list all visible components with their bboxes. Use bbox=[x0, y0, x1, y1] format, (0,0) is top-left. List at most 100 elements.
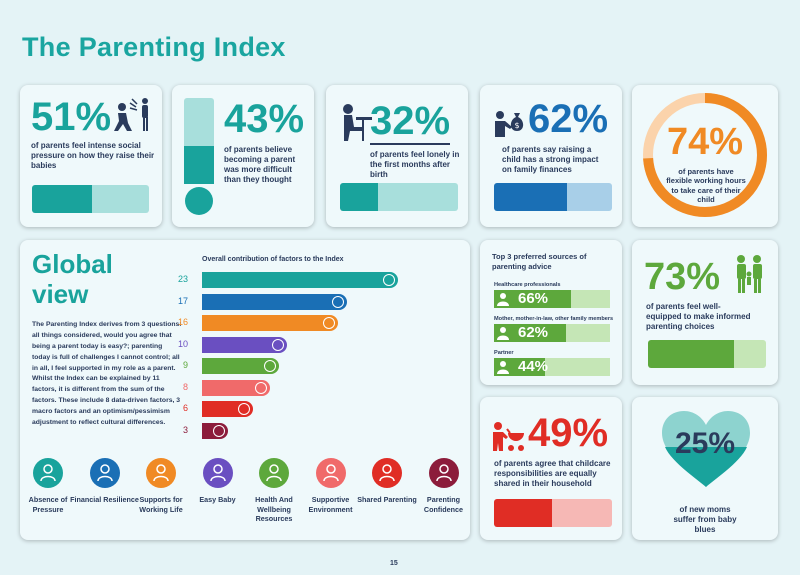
stat-card-32: 32% of parents feel lonely in the first … bbox=[326, 85, 468, 227]
global-view-card: Global view The Parenting Index derives … bbox=[20, 240, 470, 540]
family-icon bbox=[737, 255, 762, 293]
stat-value: 25% bbox=[674, 427, 736, 460]
stat-card-43: 43% of parents believe becoming a parent… bbox=[172, 85, 314, 227]
stat-card-73: 73% of parents feel well-equipped to mak… bbox=[632, 240, 778, 385]
lonely-person-icon bbox=[343, 104, 372, 141]
sources-card: Top 3 preferred sources of parenting adv… bbox=[480, 240, 622, 385]
stat-value: 62% bbox=[528, 97, 609, 141]
community-icon bbox=[315, 458, 346, 488]
progress-bar bbox=[648, 340, 766, 368]
factor-label: Supports for Working Life bbox=[139, 495, 183, 514]
bar-icon bbox=[383, 274, 395, 286]
hand-heart-icon bbox=[259, 458, 289, 488]
donut-gauge bbox=[643, 93, 767, 217]
factor-label: Absence of Pressure bbox=[28, 495, 68, 514]
stat-text: of new moms suffer from baby blues bbox=[673, 505, 737, 534]
stat-text: of parents feel well-equipped to make in… bbox=[646, 302, 751, 331]
bar-icon bbox=[255, 381, 268, 394]
family-icon bbox=[146, 458, 176, 488]
bar-supports-for-working-life bbox=[202, 315, 339, 331]
source-value: 44% bbox=[518, 358, 549, 375]
bar-supportive-environment bbox=[202, 379, 271, 396]
factor-label: Financial Resilience bbox=[70, 495, 139, 504]
person-icon bbox=[33, 458, 63, 488]
source-bar-track: 44% bbox=[494, 358, 610, 376]
stat-value: 74% bbox=[666, 121, 744, 163]
bar-icon bbox=[212, 424, 225, 437]
factor-label: Easy Baby bbox=[199, 495, 236, 504]
baby-icon bbox=[202, 458, 233, 488]
stat-card-49: 49% of parents agree that childcare resp… bbox=[480, 397, 622, 540]
contribution-bar-chart: 23 17 16 10 9 8 6 3 bbox=[20, 240, 470, 460]
bar-icon bbox=[238, 403, 251, 415]
page-number: 15 bbox=[390, 560, 398, 567]
bar-value-label: 10 bbox=[177, 338, 188, 349]
stat-text: of parents feel intense social pressure … bbox=[31, 141, 155, 170]
handshake-icon bbox=[89, 458, 120, 488]
source-value: 62% bbox=[518, 324, 549, 341]
person-icon bbox=[496, 326, 510, 345]
global-heading-line1: Global bbox=[32, 249, 113, 279]
stat-text: of parents agree that childcare responsi… bbox=[494, 459, 611, 488]
bar-icon bbox=[263, 360, 276, 372]
exclamation-bar-icon bbox=[184, 98, 214, 215]
person-icon bbox=[496, 360, 510, 379]
factor-label: Health And Wellbeing Resources bbox=[255, 495, 293, 524]
stat-value: 73% bbox=[644, 256, 721, 298]
parents-icon bbox=[372, 458, 402, 488]
global-heading: Global view bbox=[32, 249, 113, 310]
money-bag-person-icon: $ bbox=[495, 111, 524, 137]
source-label: Healthcare professionals bbox=[494, 282, 561, 288]
stat-value: 49% bbox=[528, 411, 609, 455]
stat-text: of parents feel lonely in the first mont… bbox=[370, 150, 460, 179]
bar-value-label: 23 bbox=[177, 274, 188, 284]
confident-person-icon bbox=[428, 458, 459, 488]
bar-easy-baby bbox=[202, 336, 288, 353]
chart-title: Overall contribution of factors to the I… bbox=[202, 256, 344, 263]
sources-title: Top 3 preferred sources of parenting adv… bbox=[492, 252, 587, 271]
bar-value-label: 6 bbox=[182, 403, 188, 413]
bar-icon bbox=[331, 295, 344, 308]
bar-value-label: 16 bbox=[177, 317, 188, 327]
progress-bar bbox=[494, 499, 612, 527]
source-value: 66% bbox=[518, 290, 549, 307]
stat-card-51: 51% of parents feel intense social press… bbox=[20, 85, 162, 227]
stat-card-74: 74% of parents have flexible working hou… bbox=[632, 85, 778, 227]
stat-text: of parents say raising a child has a str… bbox=[502, 145, 599, 174]
source-bar-fill bbox=[494, 290, 571, 308]
stat-card-62: $ 62% of parents say raising a child has… bbox=[480, 85, 622, 227]
bar-value-label: 9 bbox=[182, 360, 188, 370]
person-icon bbox=[496, 292, 510, 311]
factor-label: Parenting Confidence bbox=[423, 495, 464, 514]
factor-label: Supportive Environment bbox=[308, 495, 353, 514]
source-label: Mother, mother-in-law, other family memb… bbox=[494, 316, 614, 322]
heart-icon bbox=[662, 411, 750, 487]
pressure-person-icon bbox=[114, 98, 148, 131]
progress-bar bbox=[340, 183, 458, 211]
global-heading-line2: view bbox=[32, 278, 89, 309]
bar-icon bbox=[323, 317, 336, 329]
stat-value: 32% bbox=[370, 99, 451, 143]
stat-value: 51% bbox=[31, 95, 112, 139]
progress-bar bbox=[494, 183, 612, 211]
bar-icon bbox=[272, 338, 285, 351]
global-description: The Parenting Index derives from 3 quest… bbox=[32, 321, 182, 426]
source-label: Partner bbox=[494, 350, 514, 356]
stat-value: 43% bbox=[224, 97, 305, 141]
parent-stroller-icon bbox=[493, 422, 524, 451]
stat-text: of parents believe becoming a parent was… bbox=[224, 145, 296, 184]
bar-absence-of-pressure bbox=[202, 272, 398, 288]
source-bar-track: 62% bbox=[494, 324, 610, 342]
bar-value-label: 8 bbox=[182, 381, 188, 392]
factor-label: Shared Parenting bbox=[357, 495, 417, 504]
bar-health-and-wellbeing-resources bbox=[202, 358, 279, 374]
sources-list: Healthcare professionals 66% Mother, mothe… bbox=[480, 240, 622, 385]
underline bbox=[370, 143, 450, 145]
bar-financial-resilience bbox=[202, 293, 347, 310]
stat-text: of parents have flexible working hours t… bbox=[666, 167, 746, 205]
bar-value-label: 3 bbox=[182, 424, 188, 435]
source-bar-fill bbox=[494, 324, 566, 342]
bar-value-label: 17 bbox=[177, 295, 188, 306]
progress-bar bbox=[32, 185, 149, 213]
bar-parenting-confidence bbox=[202, 422, 228, 439]
